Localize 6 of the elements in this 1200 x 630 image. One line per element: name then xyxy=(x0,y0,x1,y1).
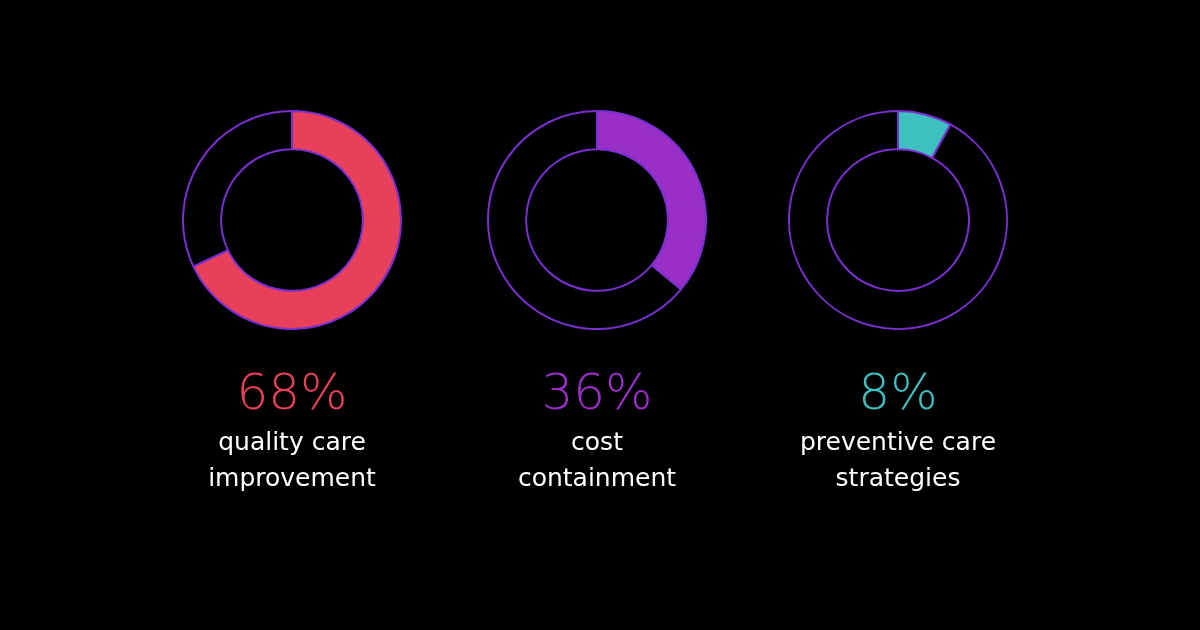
text: 8% xyxy=(857,363,939,421)
text: preventive care strategies xyxy=(798,426,997,494)
text: 36% xyxy=(540,363,654,421)
text: quality care improvement xyxy=(207,426,377,494)
text: cost containment xyxy=(516,426,678,494)
text: 68% xyxy=(235,363,349,421)
